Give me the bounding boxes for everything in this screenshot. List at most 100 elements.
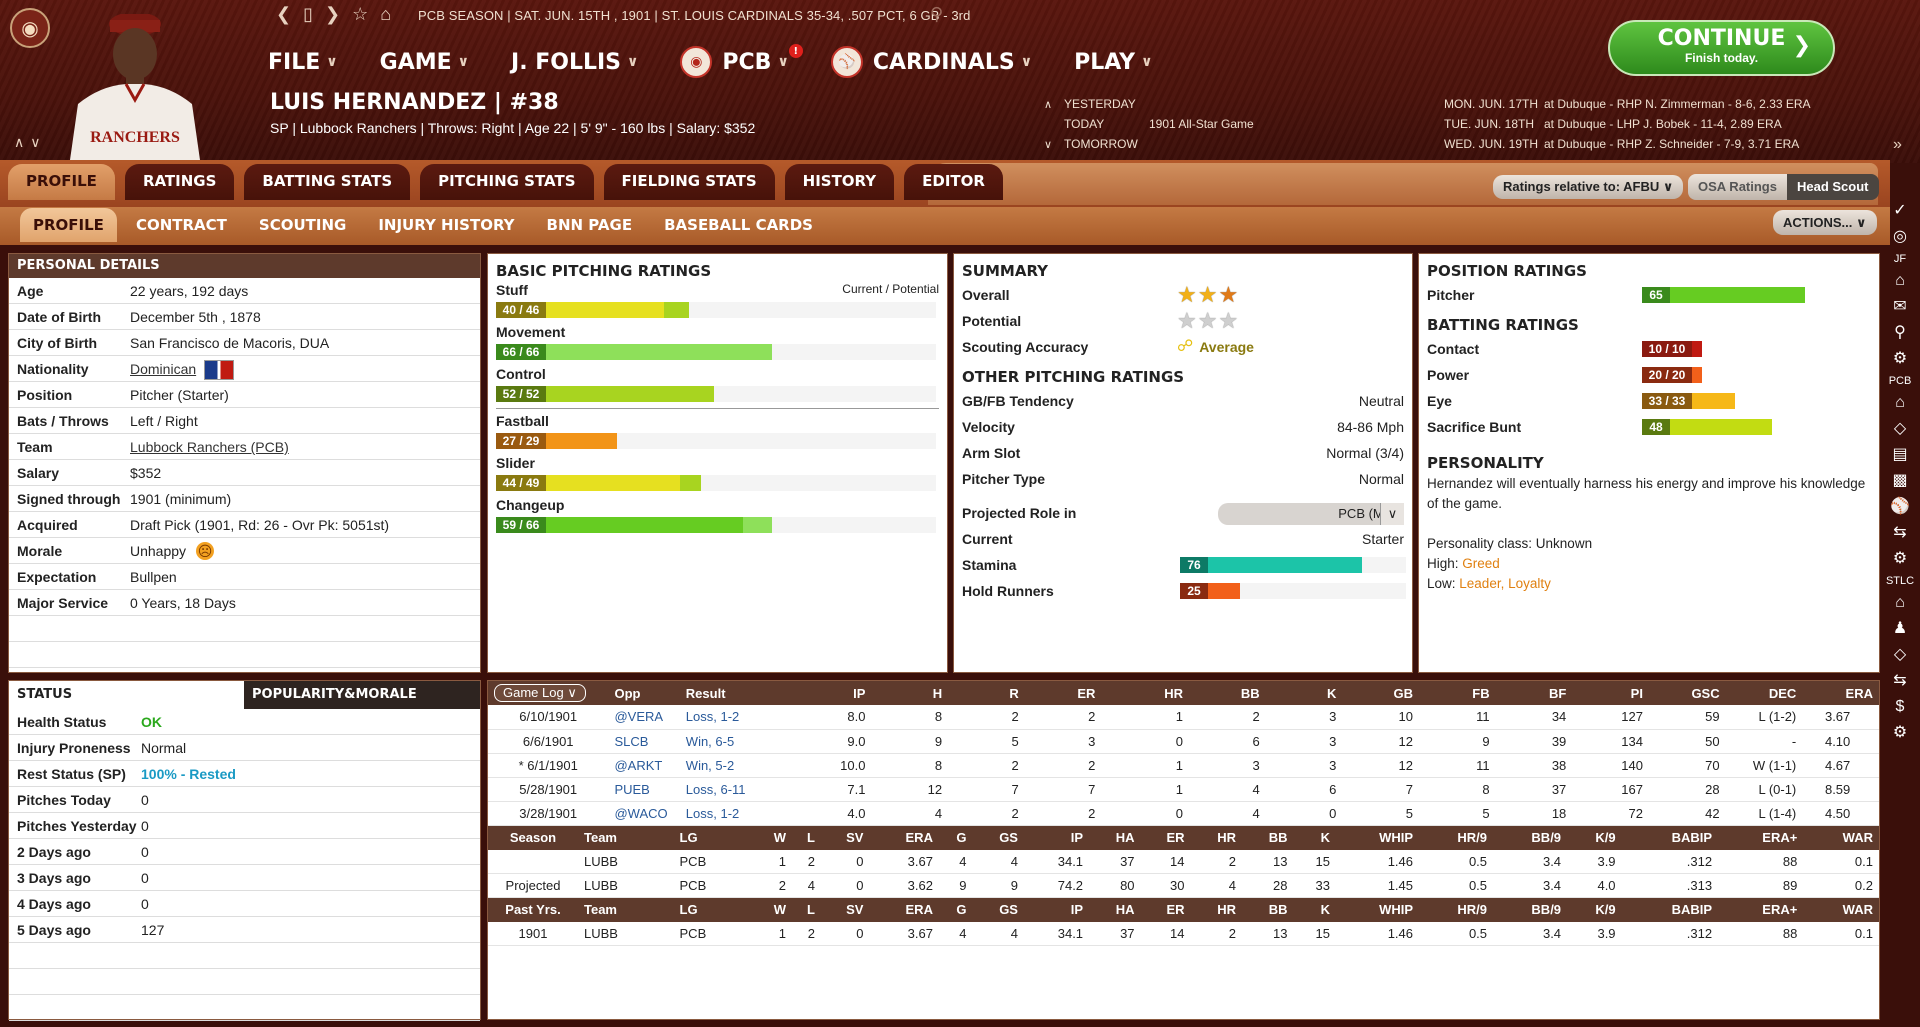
news-icon[interactable]: ▤	[1892, 446, 1908, 463]
column-header[interactable]: G	[938, 897, 973, 922]
table-cell[interactable]: SLCB	[608, 729, 680, 754]
tab-popularity-morale[interactable]: POPULARITY&MORALE	[244, 681, 480, 709]
table-row[interactable]: Projected LUBB PCB 2 4 0 3.62 9 9 74.2 80 30 4 28 33 1.…	[488, 873, 1879, 898]
upcoming-game[interactable]: WED. JUN. 19TH at Dubuque - RHP Z. Schnei…	[1444, 134, 1811, 154]
column-header[interactable]: WAR	[1803, 825, 1879, 850]
column-header[interactable]: PI	[1572, 681, 1649, 705]
menu-game[interactable]: GAME ∨	[380, 50, 469, 75]
column-header[interactable]: WAR	[1803, 897, 1879, 922]
column-header[interactable]: K/9	[1567, 897, 1622, 922]
column-header[interactable]: HR/9	[1419, 897, 1494, 922]
home-icon[interactable]: ⌂	[1895, 394, 1905, 411]
column-header[interactable]: GSC	[1648, 681, 1726, 705]
projected-role-select[interactable]: PCB (MLB) ∨	[1218, 503, 1404, 525]
tab-profile[interactable]: PROFILE	[8, 164, 115, 200]
column-header[interactable]: GS	[972, 897, 1024, 922]
subtab-bnn-page[interactable]: BNN PAGE	[546, 216, 633, 234]
tab-batting-stats[interactable]: BATTING STATS	[244, 164, 411, 200]
column-header[interactable]: L	[791, 825, 821, 850]
column-header[interactable]: WHIP	[1336, 825, 1420, 850]
diamond-icon[interactable]: ◇	[1893, 646, 1907, 663]
schedule-row[interactable]: TODAY 1901 All-Star Game	[1064, 114, 1254, 134]
column-header[interactable]: BF	[1495, 681, 1573, 705]
settings-icon[interactable]: ⚙	[1892, 550, 1908, 567]
back-icon[interactable]: ❮	[276, 4, 292, 24]
column-header[interactable]: BB/9	[1493, 897, 1568, 922]
upcoming-game[interactable]: TUE. JUN. 18TH at Dubuque - LHP J. Bobek …	[1444, 114, 1811, 134]
settings-icon[interactable]: ⚙	[1892, 350, 1908, 367]
table-cell[interactable]: @VERA	[608, 705, 680, 730]
tab-ratings[interactable]: RATINGS	[124, 164, 235, 200]
player-nav-arrows[interactable]: ∧∨	[14, 134, 47, 150]
column-header[interactable]: ERA	[1802, 681, 1879, 705]
subtab-scouting[interactable]: SCOUTING	[258, 216, 347, 234]
roster-icon[interactable]: ♟	[1892, 620, 1908, 637]
settings-icon[interactable]: ⚙	[1892, 724, 1908, 741]
upcoming-game[interactable]: MON. JUN. 17TH at Dubuque - RHP N. Zimmer…	[1444, 94, 1811, 114]
checkmark-icon[interactable]: ✓	[1893, 202, 1907, 219]
column-header[interactable]: IP	[783, 681, 872, 705]
home-icon[interactable]: ⌂	[380, 4, 392, 24]
subtab-contract[interactable]: CONTRACT	[135, 216, 227, 234]
search-icon[interactable]: ⚲	[1894, 324, 1906, 341]
schedule-up-icon[interactable]: ∧	[1044, 99, 1053, 111]
mail-icon[interactable]: ✉	[1893, 298, 1907, 315]
column-header[interactable]: HR/9	[1419, 825, 1494, 850]
menu-play[interactable]: PLAY ∨	[1074, 50, 1152, 75]
column-header[interactable]: HR	[1101, 681, 1190, 705]
column-header[interactable]: IP	[1023, 897, 1090, 922]
column-header[interactable]: SV	[820, 825, 870, 850]
column-header[interactable]: Past Yrs.	[488, 897, 578, 922]
forward-icon[interactable]: ❯	[325, 4, 341, 24]
home-icon[interactable]: ⌂	[1895, 594, 1905, 611]
stats-icon[interactable]: ▩	[1892, 472, 1908, 489]
column-header[interactable]: Opp	[608, 681, 680, 705]
column-header[interactable]: G	[938, 825, 973, 850]
schedule-row[interactable]: TOMORROW	[1064, 134, 1254, 154]
column-header[interactable]: BB	[1242, 825, 1294, 850]
column-header[interactable]: BB	[1242, 897, 1294, 922]
page-icon[interactable]: ▯	[303, 4, 313, 24]
table-row[interactable]: 5/28/1901 PUEB Loss, 6-11 7.1 12 7 7 1 4 6 7 8 37 167…	[488, 777, 1879, 802]
table-row[interactable]: LUBB PCB 1 2 0 3.67 4 4 34.1 37 14 2 13 15 1.46 0.5 3.4 3…	[488, 849, 1879, 874]
game-log-select[interactable]: Game Log ∨	[494, 684, 586, 702]
globe-icon[interactable]: ◎	[1893, 228, 1907, 245]
column-header[interactable]: Season	[488, 825, 578, 850]
column-header[interactable]: HA	[1089, 897, 1141, 922]
head-scout-toggle[interactable]: Head Scout	[1786, 174, 1879, 200]
column-header[interactable]: ERA+	[1718, 897, 1804, 922]
double-chevron-right-icon[interactable]: »	[1893, 136, 1902, 153]
table-cell[interactable]: @ARKT	[608, 753, 680, 778]
tab-editor[interactable]: EDITOR	[904, 164, 1003, 200]
menu-league[interactable]: ◉ PCB ∨!	[680, 44, 803, 78]
column-header[interactable]: BB/9	[1493, 825, 1568, 850]
home-icon[interactable]: ⌂	[1895, 272, 1905, 289]
detail-value[interactable]: Dominican	[130, 356, 235, 381]
column-header[interactable]: LG	[673, 897, 754, 922]
diamond-icon[interactable]: ◇	[1893, 420, 1907, 437]
money-icon[interactable]: $	[1895, 698, 1905, 715]
table-row[interactable]: 1901 LUBB PCB 1 2 0 3.67 4 4 34.1 37 14 2 13 15 1.46 0.5…	[488, 921, 1879, 946]
table-cell[interactable]: @WACO	[608, 801, 680, 826]
detail-link[interactable]: Dominican	[130, 361, 197, 377]
column-header[interactable]: Team	[578, 825, 674, 850]
column-header[interactable]: HA	[1089, 825, 1141, 850]
column-header[interactable]: HR	[1190, 825, 1242, 850]
column-header[interactable]: WHIP	[1336, 897, 1420, 922]
schedule-row[interactable]: YESTERDAY	[1064, 94, 1254, 114]
column-header[interactable]: BABIP	[1621, 897, 1719, 922]
column-header[interactable]: Result	[679, 681, 784, 705]
table-row[interactable]: 6/10/1901 @VERA Loss, 1-2 8.0 8 2 2 1 2 3 10 11 34 12…	[488, 705, 1879, 730]
search-icon[interactable]: ⚲	[930, 4, 944, 24]
actions-button[interactable]: ACTIONS... ∨	[1773, 210, 1877, 235]
menu-file[interactable]: FILE ∨	[268, 50, 338, 75]
column-header[interactable]: ERA	[869, 825, 939, 850]
column-header[interactable]: IP	[1023, 825, 1090, 850]
column-header[interactable]: HR	[1190, 897, 1242, 922]
column-header[interactable]: K	[1293, 825, 1336, 850]
column-header[interactable]: W	[754, 825, 792, 850]
baseball-icon[interactable]: ⚾	[1890, 498, 1910, 515]
menu-team[interactable]: ⚾ CARDINALS ∨	[830, 46, 1032, 78]
column-header[interactable]: ER	[1140, 825, 1191, 850]
column-header[interactable]: ER	[1024, 681, 1102, 705]
